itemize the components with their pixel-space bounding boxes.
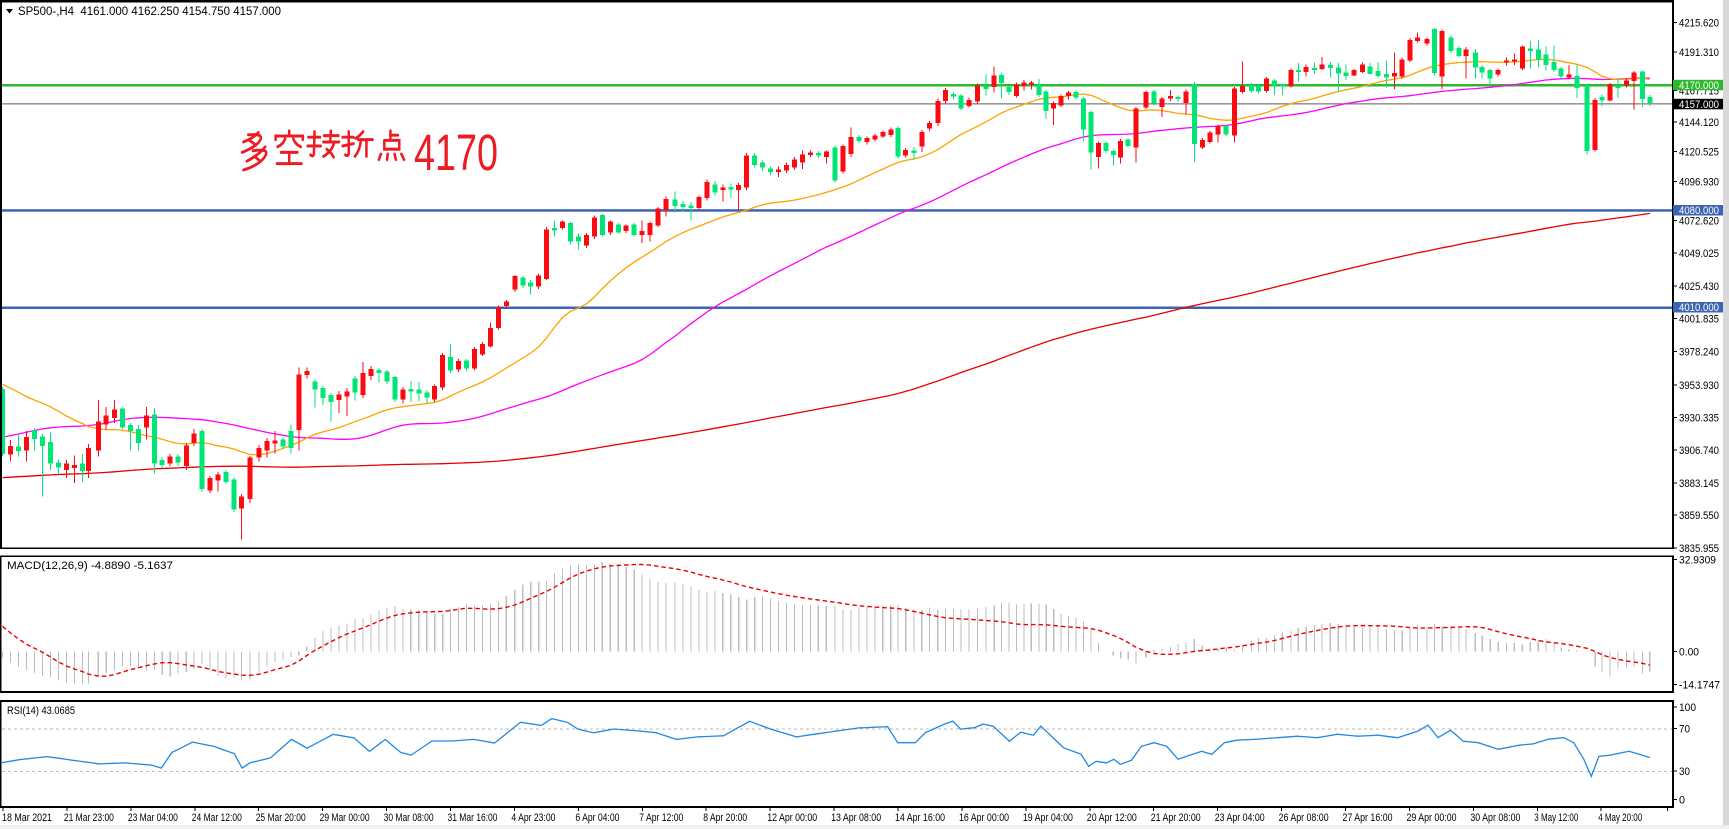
svg-text:31 Mar 16:00: 31 Mar 16:00: [448, 812, 498, 824]
svg-text:RSI(14) 43.0685: RSI(14) 43.0685: [7, 705, 75, 717]
svg-text:30 Apr 08:00: 30 Apr 08:00: [1470, 812, 1520, 824]
svg-text:4144.120: 4144.120: [1679, 117, 1719, 129]
svg-text:4 May 20:00: 4 May 20:00: [1598, 812, 1642, 824]
svg-text:4096.930: 4096.930: [1679, 176, 1719, 188]
svg-text:8 Apr 20:00: 8 Apr 20:00: [703, 812, 747, 824]
svg-text:25 Mar 20:00: 25 Mar 20:00: [256, 812, 306, 824]
svg-text:4120.525: 4120.525: [1679, 147, 1719, 159]
svg-text:27 Apr 16:00: 27 Apr 16:00: [1343, 812, 1393, 824]
svg-text:3930.335: 3930.335: [1679, 413, 1719, 425]
svg-text:4025.430: 4025.430: [1679, 281, 1719, 293]
svg-text:21 Mar 23:00: 21 Mar 23:00: [64, 812, 114, 824]
svg-text:4191.310: 4191.310: [1679, 47, 1719, 59]
svg-text:23 Mar 04:00: 23 Mar 04:00: [128, 812, 178, 824]
svg-text:29 Apr 00:00: 29 Apr 00:00: [1407, 812, 1457, 824]
svg-text:7 Apr 12:00: 7 Apr 12:00: [639, 812, 683, 824]
svg-text:21 Apr 20:00: 21 Apr 20:00: [1151, 812, 1201, 824]
svg-text:3978.240: 3978.240: [1679, 346, 1719, 358]
svg-text:3883.145: 3883.145: [1679, 478, 1719, 490]
svg-text:20 Apr 12:00: 20 Apr 12:00: [1087, 812, 1137, 824]
svg-text:SP500-,H4 4161.000 4162.250 4: SP500-,H4 4161.000 4162.250 4154.750 415…: [18, 6, 281, 18]
svg-text:30 Mar 08:00: 30 Mar 08:00: [384, 812, 434, 824]
svg-text:4157.000: 4157.000: [1679, 99, 1719, 111]
svg-text:13 Apr 08:00: 13 Apr 08:00: [831, 812, 881, 824]
svg-text:100: 100: [1679, 702, 1696, 714]
svg-text:30: 30: [1679, 766, 1690, 778]
svg-text:6 Apr 04:00: 6 Apr 04:00: [575, 812, 619, 824]
svg-text:70: 70: [1679, 724, 1690, 736]
svg-text:16 Apr 00:00: 16 Apr 00:00: [959, 812, 1009, 824]
svg-text:4215.620: 4215.620: [1679, 18, 1719, 30]
svg-text:3835.955: 3835.955: [1679, 543, 1719, 555]
svg-text:4049.025: 4049.025: [1679, 248, 1719, 260]
svg-text:14 Apr 16:00: 14 Apr 16:00: [895, 812, 945, 824]
svg-text:12 Apr 00:00: 12 Apr 00:00: [767, 812, 817, 824]
svg-text:26 Apr 08:00: 26 Apr 08:00: [1279, 812, 1329, 824]
svg-text:4080.000: 4080.000: [1679, 205, 1719, 217]
svg-text:24 Mar 12:00: 24 Mar 12:00: [192, 812, 242, 824]
svg-text:-14.1747: -14.1747: [1679, 680, 1720, 692]
svg-text:4 Apr 23:00: 4 Apr 23:00: [511, 812, 555, 824]
svg-text:4170: 4170: [414, 124, 498, 181]
svg-text:4010.000: 4010.000: [1679, 302, 1719, 314]
svg-text:4170.000: 4170.000: [1679, 80, 1719, 92]
svg-text:23 Apr 04:00: 23 Apr 04:00: [1215, 812, 1265, 824]
svg-text:0: 0: [1679, 795, 1685, 807]
svg-text:4001.835: 4001.835: [1679, 313, 1719, 325]
svg-text:18 Mar 2021: 18 Mar 2021: [2, 812, 52, 824]
svg-text:3 May 12:00: 3 May 12:00: [1534, 812, 1578, 824]
svg-text:19 Apr 04:00: 19 Apr 04:00: [1023, 812, 1073, 824]
svg-text:29 Mar 00:00: 29 Mar 00:00: [320, 812, 370, 824]
svg-text:3859.550: 3859.550: [1679, 510, 1719, 522]
svg-text:32.9309: 32.9309: [1679, 555, 1716, 567]
svg-text:3953.930: 3953.930: [1679, 380, 1719, 392]
svg-text:MACD(12,26,9) -4.8890 -5.1637: MACD(12,26,9) -4.8890 -5.1637: [7, 560, 173, 572]
svg-text:4072.620: 4072.620: [1679, 215, 1719, 227]
svg-text:0.00: 0.00: [1679, 647, 1699, 659]
svg-text:3906.740: 3906.740: [1679, 445, 1719, 457]
